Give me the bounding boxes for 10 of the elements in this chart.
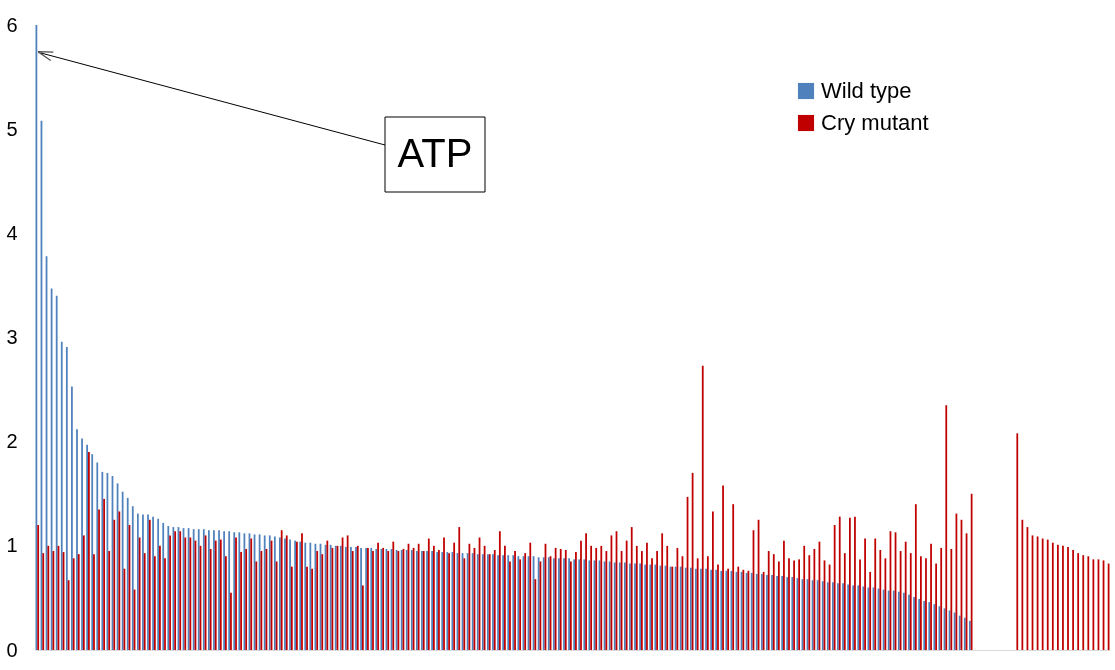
y-tick-label: 6: [6, 13, 18, 36]
y-tick-label: 1: [6, 534, 18, 557]
y-tick-label: 5: [6, 117, 18, 140]
y-tick-label: 0: [6, 638, 18, 661]
annotation: ATP: [397, 131, 473, 175]
y-tick-label: 3: [6, 326, 18, 348]
legend-label: Cry mutant: [821, 110, 929, 135]
y-tick-label: 4: [6, 221, 18, 244]
legend-label: Wild type: [821, 78, 912, 103]
y-tick-label: 2: [6, 430, 18, 453]
